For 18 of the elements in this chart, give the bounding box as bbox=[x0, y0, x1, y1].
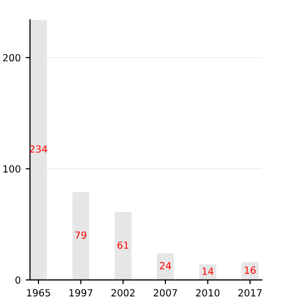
bar bbox=[156, 253, 174, 280]
bar bbox=[242, 262, 259, 280]
x-tick-label: 2010 bbox=[196, 289, 220, 296]
y-tick-label: 0 bbox=[15, 276, 20, 284]
y-tick-label: 100 bbox=[3, 165, 20, 173]
x-tick-label: 1965 bbox=[27, 289, 50, 296]
x-tick-label: 2002 bbox=[111, 289, 134, 296]
x-tick-label: 1997 bbox=[69, 289, 92, 296]
x-tick-label: 2007 bbox=[154, 289, 177, 296]
data-label: 61 bbox=[118, 241, 128, 249]
bar bbox=[72, 192, 90, 280]
x-tick-label: 2017 bbox=[238, 289, 262, 296]
data-label: 16 bbox=[244, 266, 256, 274]
data-label: 24 bbox=[160, 262, 172, 270]
bar bbox=[114, 212, 132, 280]
data-label: 79 bbox=[75, 231, 86, 239]
y-tick-label: 200 bbox=[3, 54, 20, 62]
data-label: 14 bbox=[202, 268, 214, 275]
